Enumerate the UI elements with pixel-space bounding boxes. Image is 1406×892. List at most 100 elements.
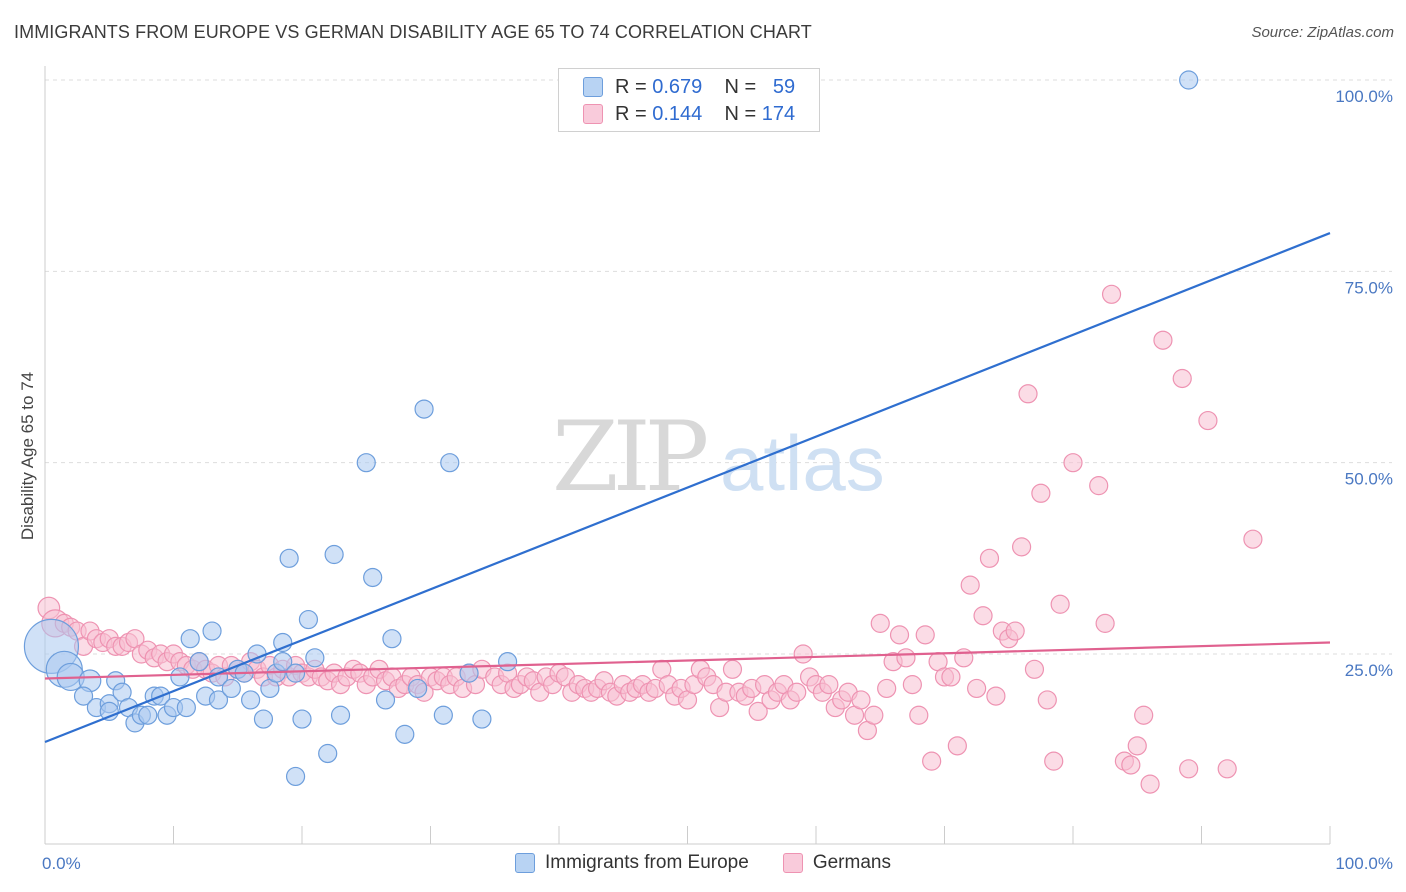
immigrants-trend-line (44, 232, 1331, 744)
germans-point (870, 613, 890, 633)
germans-point (909, 705, 929, 725)
y-tick-label: 100.0% (1335, 87, 1393, 106)
legend-swatch-pink (583, 104, 603, 124)
germans-point (1044, 751, 1064, 771)
germans-point (1179, 759, 1199, 779)
germans-point (1101, 284, 1122, 304)
germans-point (1140, 774, 1160, 794)
germans-point (1018, 384, 1038, 404)
trend-lines (44, 232, 1331, 744)
germans-point (1217, 759, 1237, 779)
immigrants-point (433, 705, 453, 725)
y-axis-label: Disability Age 65 to 74 (18, 372, 37, 540)
legend-label: Immigrants from Europe (545, 852, 749, 873)
germans-point (979, 548, 1000, 568)
legend-swatch-blue (515, 853, 536, 873)
legend-label: Germans (812, 852, 891, 873)
source-label: Source: ZipAtlas.com (1251, 24, 1394, 41)
germans-point (722, 659, 743, 679)
immigrants-point (414, 399, 434, 419)
legend-r-value: 0.144 (652, 102, 703, 125)
legend-r-label: R = (615, 75, 647, 98)
germans-point (748, 701, 768, 722)
legend-swatch-pink (782, 853, 803, 873)
legend-row-immigrants: R = 0.679 N = 59 (583, 75, 795, 99)
germans-point (1024, 659, 1045, 679)
germans-point (915, 625, 935, 645)
germans-point (1011, 537, 1032, 557)
germans-point (1172, 368, 1192, 389)
immigrants-point (170, 667, 190, 687)
axes (44, 66, 1331, 845)
immigrants-point (241, 690, 261, 710)
immigrants-point (375, 690, 396, 710)
germans-point (1121, 755, 1141, 775)
immigrants-point (73, 686, 94, 706)
immigrants-points (23, 70, 1199, 787)
immigrants-point (298, 609, 319, 630)
immigrants-point (253, 709, 274, 729)
immigrants-point (221, 678, 241, 699)
x-tick-label: 100.0% (1335, 854, 1393, 873)
germans-point (877, 678, 897, 699)
stats-legend: R = 0.679 N = 59 R = 0.144 N = 174 (558, 68, 820, 132)
legend-item-immigrants: Immigrants from Europe (515, 852, 749, 874)
legend-r-label: R = (615, 102, 647, 125)
immigrants-point (459, 663, 479, 683)
immigrants-point (472, 709, 492, 729)
watermark-zip: ZIP (552, 401, 707, 513)
grid-lines (45, 79, 1392, 655)
immigrants-point (1179, 70, 1199, 90)
legend-n-label: N = (724, 102, 757, 125)
legend-n-value: 174 (761, 102, 796, 125)
germans-point (851, 690, 871, 710)
series-legend: Immigrants from Europe Germans (0, 852, 1406, 874)
germans-point (1127, 736, 1147, 756)
germans-point (889, 625, 910, 645)
immigrants-point (189, 652, 209, 672)
legend-row-germans: R = 0.144 N = 174 (583, 102, 795, 126)
immigrants-point (408, 678, 428, 699)
germans-point (1198, 410, 1218, 431)
immigrants-point (324, 544, 344, 565)
x-tick-label: 0.0% (42, 854, 81, 873)
germans-point (793, 644, 813, 664)
germans-point (819, 675, 839, 695)
immigrants-point (395, 724, 415, 744)
germans-point (986, 686, 1006, 706)
germans-point (1031, 483, 1051, 503)
y-tick-label: 50.0% (1345, 470, 1393, 489)
watermark: ZIP atlas (552, 401, 885, 513)
germans-point (1063, 453, 1083, 473)
immigrants-point (440, 453, 460, 473)
germans-point (1095, 613, 1115, 633)
legend-n-label: N = (724, 75, 757, 98)
immigrants-point (180, 629, 200, 649)
immigrants-point (176, 697, 196, 718)
legend-item-germans: Germans (782, 852, 891, 874)
immigrants-point (363, 567, 383, 588)
germans-point (1005, 621, 1025, 641)
immigrants-point (318, 743, 338, 764)
germans-point (902, 675, 922, 695)
immigrants-point (498, 652, 518, 672)
immigrants-point (292, 709, 312, 729)
germans-point (1089, 476, 1109, 496)
watermark-atlas: atlas (720, 419, 885, 507)
germans-point (947, 736, 967, 756)
y-tick-label: 75.0% (1345, 278, 1393, 297)
immigrants-point (279, 548, 299, 568)
germans-point (922, 751, 942, 771)
immigrants-point (208, 690, 229, 710)
immigrants-point (330, 705, 351, 725)
germans-points (37, 284, 1263, 794)
immigrants-point (305, 648, 325, 668)
immigrants-point (382, 629, 402, 649)
immigrants-point (285, 766, 306, 787)
immigrants-point (285, 663, 306, 683)
legend-n-value: 59 (772, 75, 796, 98)
germans-point (967, 678, 987, 699)
tick-labels: 25.0% 50.0% 75.0% 100.0% 0.0% 100.0% (42, 87, 1393, 873)
germans-point (1243, 529, 1263, 549)
